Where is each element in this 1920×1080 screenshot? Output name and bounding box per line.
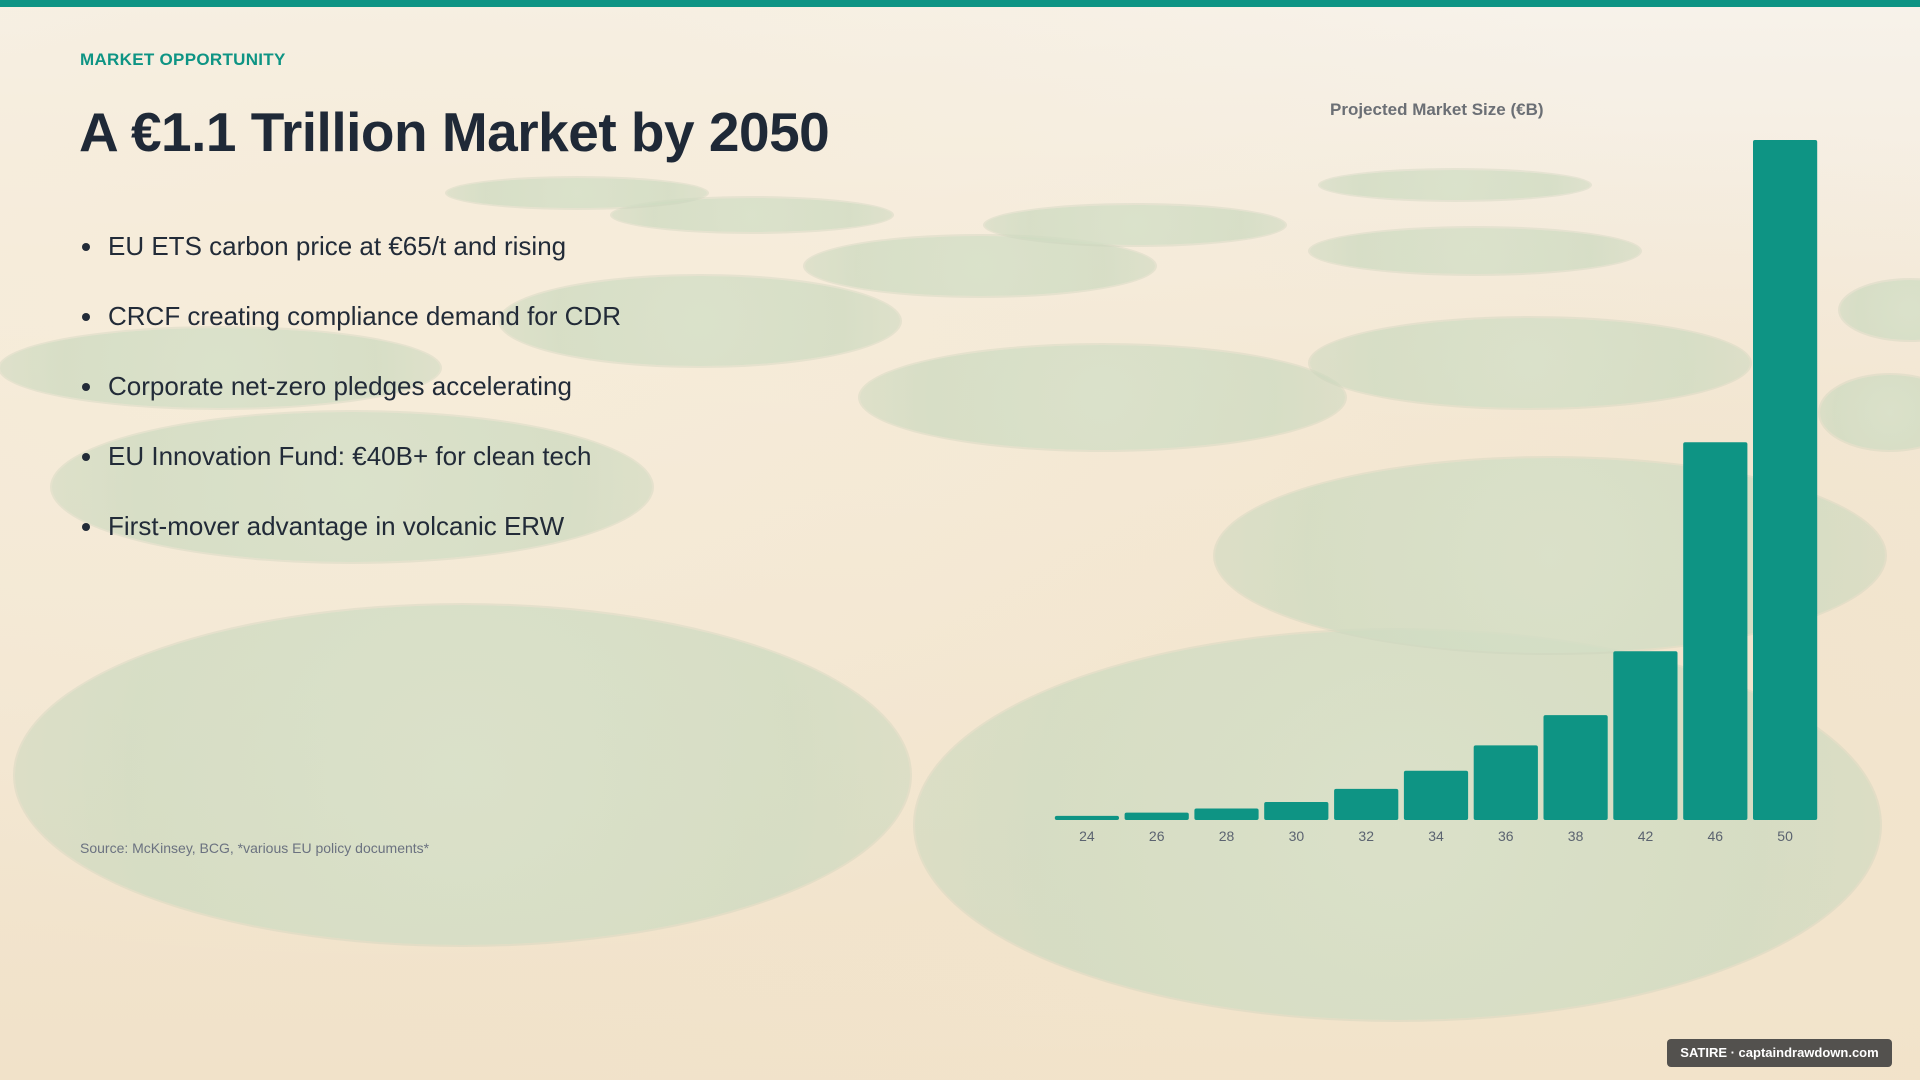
irrigation-circle <box>985 205 1285 245</box>
x-tick-label: 28 <box>1219 828 1235 844</box>
bullet-dot-icon <box>82 383 90 391</box>
bullet-text: Corporate net-zero pledges accelerating <box>108 371 572 401</box>
bullet-text: EU ETS carbon price at €65/t and rising <box>108 231 567 261</box>
x-tick-label: 42 <box>1638 828 1654 844</box>
bullet-text: First-mover advantage in volcanic ERW <box>108 511 565 541</box>
bar-38 <box>1543 715 1608 820</box>
x-tick-label: 36 <box>1498 828 1514 844</box>
bullet-item: EU Innovation Fund: €40B+ for clean tech <box>80 432 621 502</box>
bar-24 <box>1054 815 1119 820</box>
bullet-list: EU ETS carbon price at €65/t and rising … <box>80 222 621 572</box>
accent-top-bar <box>0 0 1920 7</box>
bullet-dot-icon <box>82 243 90 251</box>
bar-50 <box>1753 140 1818 820</box>
bullet-dot-icon <box>82 313 90 321</box>
irrigation-circle <box>52 412 652 562</box>
slide-title: A €1.1 Trillion Market by 2050 <box>79 101 830 163</box>
chart-plot: 24 26 28 30 32 34 36 38 42 46 50 <box>1054 140 1818 844</box>
satire-badge[interactable]: SATIRE · captaindrawdown.com <box>1667 1039 1892 1067</box>
bar-46 <box>1683 442 1748 820</box>
irrigation-circle <box>447 178 707 208</box>
bullet-item: Corporate net-zero pledges accelerating <box>80 362 621 432</box>
irrigation-circle <box>1320 170 1590 200</box>
irrigation-circle <box>805 236 1155 296</box>
market-size-chart: Projected Market Size (€B) 24 26 28 30 32 34 3… <box>1040 90 1840 860</box>
bar-26 <box>1124 812 1189 820</box>
bullet-item: EU ETS carbon price at €65/t and rising <box>80 222 621 292</box>
bar-28 <box>1194 808 1259 820</box>
bar-36 <box>1473 745 1538 820</box>
x-tick-label: 34 <box>1428 828 1444 844</box>
irrigation-circle <box>0 328 440 408</box>
bullet-text: EU Innovation Fund: €40B+ for clean tech <box>108 441 592 471</box>
bullet-item: CRCF creating compliance demand for CDR <box>80 292 621 362</box>
x-tick-label: 24 <box>1079 828 1095 844</box>
x-tick-label: 46 <box>1708 828 1724 844</box>
irrigation-circle <box>860 345 1345 450</box>
bullet-dot-icon <box>82 523 90 531</box>
bar-34 <box>1403 770 1469 820</box>
section-kicker: MARKET OPPORTUNITY <box>80 50 286 69</box>
bar-32 <box>1334 788 1399 820</box>
irrigation-circle <box>500 276 900 366</box>
irrigation-circle <box>15 605 910 945</box>
x-tick-label: 50 <box>1777 828 1793 844</box>
bullet-dot-icon <box>82 453 90 461</box>
x-tick-label: 32 <box>1358 828 1374 844</box>
x-tick-label: 30 <box>1289 828 1305 844</box>
bar-30 <box>1264 802 1329 820</box>
irrigation-circle <box>1310 228 1640 274</box>
bullet-text: CRCF creating compliance demand for CDR <box>108 301 621 331</box>
bar-42 <box>1613 651 1678 820</box>
x-tick-label: 38 <box>1568 828 1584 844</box>
source-note: Source: McKinsey, BCG, *various EU polic… <box>80 840 430 856</box>
x-tick-label: 26 <box>1149 828 1165 844</box>
irrigation-circle <box>1310 318 1750 408</box>
chart-title: Projected Market Size (€B) <box>1330 100 1544 119</box>
bullet-item: First-mover advantage in volcanic ERW <box>80 502 621 572</box>
